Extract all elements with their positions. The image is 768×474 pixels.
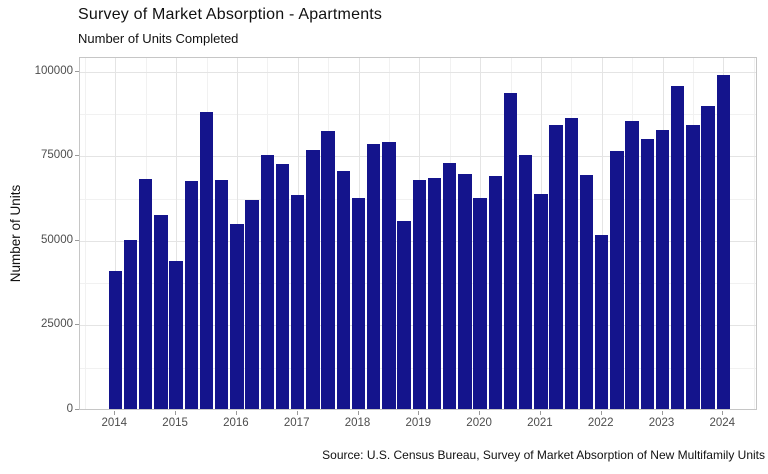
source-caption: Source: U.S. Census Bureau, Survey of Ma… — [322, 448, 765, 462]
bar-2022-q1 — [594, 234, 609, 409]
bar-2014-q2 — [123, 240, 138, 409]
bar-2021-q2 — [549, 125, 563, 409]
bar-2022-q3 — [625, 121, 639, 409]
y-axis-tick — [74, 324, 79, 326]
x-tick-label: 2017 — [283, 417, 310, 429]
gridline-major-vertical — [601, 58, 603, 409]
x-axis-tick — [722, 410, 724, 415]
bar-2020-q4 — [518, 154, 533, 409]
chart-subtitle: Number of Units Completed — [78, 31, 239, 46]
bar-2015-q1 — [169, 261, 183, 409]
bar-2016-q1 — [230, 224, 244, 409]
x-tick-label: 2015 — [162, 417, 188, 429]
bar-2014-q1 — [108, 271, 123, 409]
bar-2019-q1 — [412, 180, 427, 409]
x-tick-label: 2021 — [527, 417, 553, 429]
bar-2021-q1 — [534, 193, 548, 409]
gridline-major-horizontal — [80, 156, 756, 158]
x-tick-label: 2018 — [344, 417, 371, 429]
bar-2015-q2 — [184, 181, 199, 409]
bar-2020-q3 — [503, 93, 518, 409]
x-tick-label: 2024 — [709, 417, 736, 429]
x-tick-label: 2023 — [648, 417, 675, 429]
bar-2015-q3 — [199, 112, 214, 409]
x-tick-label: 2020 — [466, 417, 492, 429]
y-tick-label: 0 — [66, 403, 73, 415]
gridline-minor-vertical — [753, 58, 755, 409]
bar-2024-q1 — [716, 75, 731, 409]
bar-2019-q2 — [427, 178, 442, 409]
bar-2018-q2 — [366, 143, 381, 409]
bar-2018-q4 — [397, 220, 411, 409]
y-tick-label: 50000 — [41, 233, 73, 246]
x-axis-tick — [539, 410, 541, 415]
x-axis-tick — [661, 410, 663, 415]
x-axis-tick — [296, 410, 298, 415]
x-axis-tick — [600, 410, 602, 415]
bar-2014-q4 — [154, 214, 168, 409]
y-axis-tick — [74, 409, 79, 410]
x-tick-label: 2022 — [587, 417, 614, 429]
bar-2023-q1 — [655, 129, 670, 409]
y-axis-tick — [74, 239, 79, 241]
gridline-minor-vertical — [84, 58, 86, 409]
y-tick-label: 25000 — [41, 318, 73, 331]
bar-2019-q3 — [442, 162, 457, 409]
chart-title: Survey of Market Absorption - Apartments — [78, 6, 383, 23]
y-axis-tick — [74, 155, 79, 157]
bar-2017-q3 — [321, 130, 335, 409]
bar-2018-q1 — [351, 197, 366, 409]
bar-2021-q3 — [564, 118, 579, 409]
x-tick-label: 2014 — [101, 417, 128, 429]
bar-2017-q4 — [336, 171, 351, 409]
x-axis-tick — [114, 410, 116, 415]
bar-2018-q3 — [382, 142, 396, 409]
x-tick-label: 2019 — [405, 417, 432, 429]
gridline-major-vertical — [115, 58, 117, 409]
bar-2021-q4 — [579, 174, 594, 409]
bar-2023-q4 — [701, 106, 715, 409]
bar-2017-q1 — [290, 194, 305, 409]
bar-2019-q4 — [458, 174, 472, 409]
gridline-major-vertical — [176, 58, 178, 409]
bar-2014-q3 — [138, 178, 153, 409]
bar-2023-q3 — [686, 124, 700, 409]
y-tick-label: 100000 — [34, 64, 73, 77]
bar-2020-q1 — [473, 198, 487, 409]
x-axis-tick — [235, 410, 237, 415]
bar-2022-q4 — [640, 139, 655, 409]
bar-2016-q2 — [245, 199, 259, 409]
y-axis-tick — [74, 70, 79, 72]
bar-2017-q2 — [306, 150, 320, 409]
x-axis-tick — [418, 410, 420, 415]
bar-2016-q3 — [260, 155, 275, 409]
y-tick-label: 75000 — [41, 149, 73, 162]
gridline-minor-horizontal — [80, 114, 756, 115]
x-tick-label: 2016 — [223, 417, 249, 429]
plot-panel — [79, 57, 757, 410]
bar-2016-q4 — [275, 163, 290, 409]
bar-2022-q2 — [610, 150, 624, 409]
bar-2023-q2 — [670, 85, 685, 409]
bar-2020-q2 — [488, 175, 503, 409]
x-axis-tick — [479, 410, 481, 415]
gridline-major-horizontal — [80, 71, 756, 73]
x-axis-tick — [175, 410, 177, 415]
x-axis-tick — [357, 410, 359, 415]
bar-2015-q4 — [214, 180, 229, 409]
